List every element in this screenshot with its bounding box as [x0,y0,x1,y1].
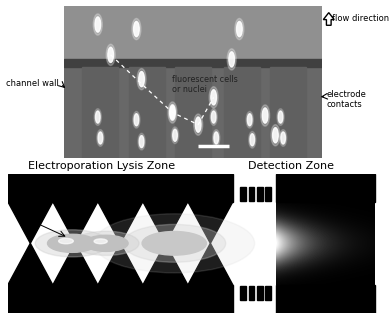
Bar [270,67,306,158]
Bar [249,187,254,201]
Bar [277,285,375,313]
Circle shape [142,232,206,255]
Ellipse shape [173,129,177,141]
Polygon shape [188,243,233,285]
Ellipse shape [195,117,201,132]
Bar [266,286,271,300]
Circle shape [35,230,109,257]
Text: flow direction: flow direction [332,15,388,23]
Circle shape [123,224,226,262]
Ellipse shape [168,102,177,123]
Ellipse shape [247,114,252,126]
Text: fluorescent cells
or nuclei: fluorescent cells or nuclei [172,75,238,94]
Ellipse shape [137,69,146,90]
Ellipse shape [211,111,216,123]
Ellipse shape [132,18,141,40]
Polygon shape [323,13,334,25]
Ellipse shape [209,87,218,108]
Polygon shape [143,202,188,243]
Polygon shape [98,202,143,243]
Bar [129,67,165,158]
Polygon shape [143,243,188,285]
Polygon shape [188,202,233,243]
Circle shape [94,239,107,244]
Ellipse shape [94,109,101,125]
Ellipse shape [169,104,176,121]
Text: Detection Zone: Detection Zone [248,161,333,171]
Ellipse shape [96,111,100,123]
Ellipse shape [235,18,244,40]
Ellipse shape [214,132,218,144]
Ellipse shape [227,49,236,70]
Bar [8,174,233,202]
Bar [64,59,322,67]
Polygon shape [8,243,53,285]
Text: cells being lysed: cells being lysed [126,298,193,307]
Text: analytes kept in the
center of the channel: analytes kept in the center of the chann… [282,288,369,307]
Ellipse shape [95,17,101,32]
Circle shape [94,214,255,273]
Polygon shape [53,202,98,243]
Bar [241,286,246,300]
Ellipse shape [139,136,144,148]
Bar [175,67,211,158]
Ellipse shape [134,21,139,37]
Ellipse shape [273,128,278,143]
Ellipse shape [108,47,113,63]
Ellipse shape [172,127,179,143]
Ellipse shape [277,109,284,125]
Ellipse shape [134,114,139,126]
Polygon shape [8,202,53,243]
Ellipse shape [249,131,256,148]
Bar [8,285,233,313]
Ellipse shape [246,112,253,128]
Ellipse shape [237,21,242,37]
Polygon shape [53,243,98,285]
Bar [257,286,263,300]
Bar [241,187,246,201]
Ellipse shape [278,111,283,123]
Polygon shape [98,243,143,285]
Ellipse shape [262,108,268,123]
Circle shape [48,234,97,252]
Text: Electroporation Lysis Zone: Electroporation Lysis Zone [28,161,175,171]
Ellipse shape [210,109,217,125]
Bar [266,187,271,201]
Ellipse shape [97,130,104,146]
Circle shape [73,231,139,255]
Ellipse shape [250,134,255,146]
Ellipse shape [106,44,115,65]
Ellipse shape [139,71,144,87]
Text: cells: cells [23,216,41,226]
Ellipse shape [281,132,285,144]
Ellipse shape [271,125,280,146]
Bar [257,187,263,201]
Ellipse shape [98,132,103,144]
Ellipse shape [170,106,175,118]
Circle shape [84,235,128,252]
Ellipse shape [280,130,287,146]
Ellipse shape [211,90,216,105]
Ellipse shape [261,105,269,126]
Ellipse shape [133,112,140,128]
Ellipse shape [170,105,175,120]
Ellipse shape [213,130,220,146]
Ellipse shape [138,133,145,150]
Bar [82,67,119,158]
Text: electrode
contacts: electrode contacts [327,90,367,109]
Bar [277,174,375,202]
Ellipse shape [194,114,203,135]
Text: channel wall: channel wall [6,79,59,88]
Text: electrode tip: electrode tip [15,179,67,188]
Bar [249,286,254,300]
Ellipse shape [229,52,234,67]
Bar [64,6,322,59]
Bar [64,67,322,158]
Circle shape [58,238,73,244]
Ellipse shape [93,14,102,35]
Bar [224,67,260,158]
